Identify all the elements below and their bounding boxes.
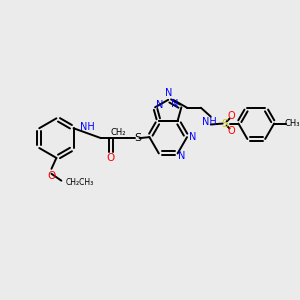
Text: O: O [47,171,56,181]
Text: O: O [228,127,236,136]
Text: N: N [178,152,185,161]
Text: S: S [134,133,141,143]
Text: N: N [189,132,197,142]
Text: N: N [156,100,164,110]
Text: N: N [164,88,172,98]
Text: CH₃: CH₃ [284,119,300,128]
Text: S: S [221,118,228,128]
Text: NH: NH [202,117,217,127]
Text: CH₂CH₃: CH₂CH₃ [65,178,94,187]
Text: NH: NH [80,122,94,132]
Text: N: N [171,99,178,109]
Text: O: O [107,153,115,163]
Text: O: O [228,111,236,121]
Text: CH₂: CH₂ [111,128,127,137]
